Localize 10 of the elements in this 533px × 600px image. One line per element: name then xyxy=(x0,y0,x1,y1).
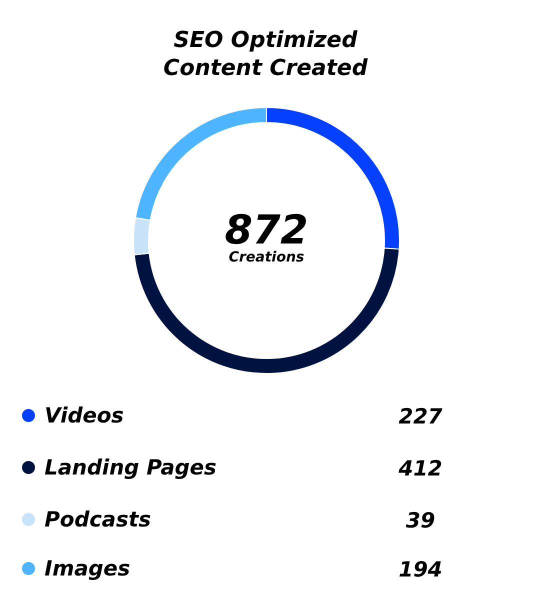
text: Creations xyxy=(228,250,304,266)
legend-label: Podcasts xyxy=(44,508,152,532)
legend-label: Videos xyxy=(44,404,124,428)
data-label: 227 xyxy=(398,404,443,428)
chart-title: SEO Optimized Content Created xyxy=(163,28,368,81)
data-label: 194 xyxy=(398,558,442,582)
legend-label: Images xyxy=(44,556,130,580)
data-label: 412 xyxy=(398,456,442,480)
data-label: 39 xyxy=(406,508,436,532)
legend-label: Landing Pages xyxy=(44,456,217,480)
